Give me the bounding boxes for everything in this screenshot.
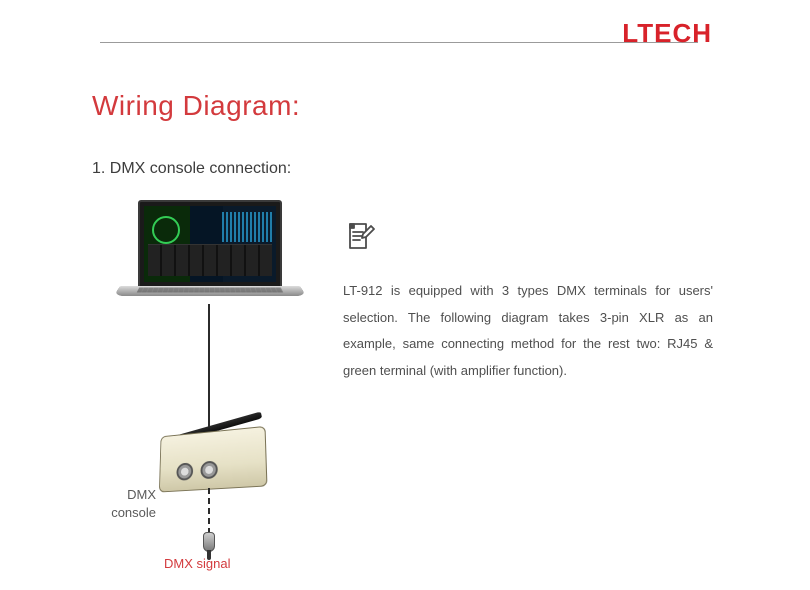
note-text: LT-912 is equipped with 3 types DMX term…	[343, 278, 713, 385]
section-heading: 1. DMX console connection:	[92, 160, 291, 178]
brand-logo: LTECH	[622, 18, 712, 49]
screen-dial-icon	[152, 216, 180, 244]
xlr-port-icon	[201, 460, 218, 479]
xlr-plug-body-icon	[203, 532, 215, 552]
dmx-console-label-line2: console	[111, 505, 156, 520]
dmx-console-node	[155, 430, 267, 490]
screen-spectrum-icon	[222, 212, 272, 242]
dmx-signal-label: DMX signal	[164, 556, 230, 571]
dmx-console-label-line1: DMX	[127, 487, 156, 502]
page-title: Wiring Diagram:	[92, 90, 300, 122]
cable-dashed	[208, 488, 210, 534]
device-body	[159, 426, 268, 493]
laptop-keyboard-icon	[137, 287, 283, 292]
note-pencil-icon	[343, 220, 375, 252]
xlr-port-icon	[176, 462, 193, 481]
laptop-screen	[138, 200, 282, 288]
screen-controls-icon	[148, 244, 272, 276]
laptop-node	[120, 200, 300, 310]
laptop-screen-content	[144, 206, 276, 282]
wiring-diagram: DMX console DMX signal	[100, 200, 320, 580]
cable-solid	[208, 304, 210, 432]
dmx-console-label: DMX console	[94, 486, 156, 521]
laptop-base	[113, 286, 306, 296]
header-rule	[100, 42, 698, 43]
